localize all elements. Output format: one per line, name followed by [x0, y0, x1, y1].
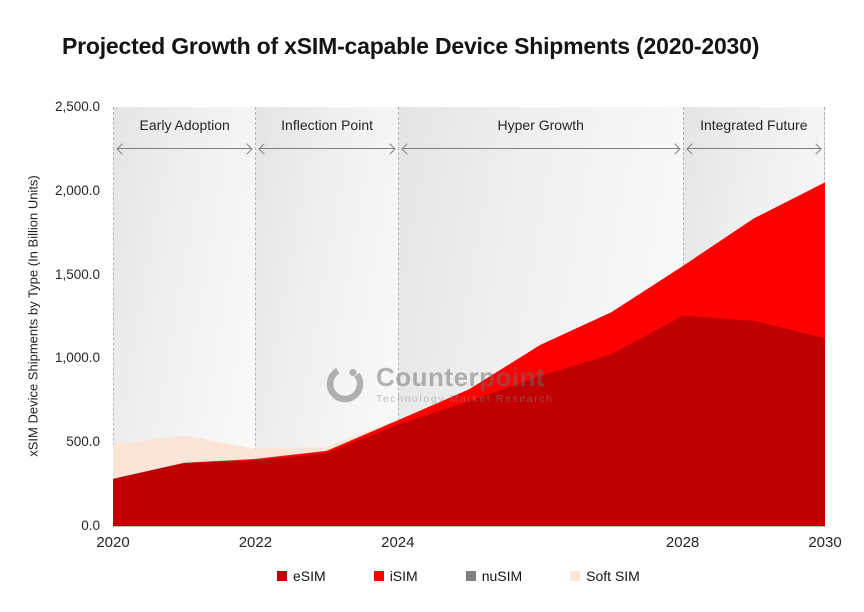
legend-label: eSIM: [293, 568, 326, 584]
legend-swatch: [570, 571, 581, 581]
plot-area: Early Adoption Inflection Point Hyper Grow…: [113, 107, 825, 527]
stacked-area-chart: [113, 182, 825, 526]
legend-item: Soft SIM: [570, 568, 640, 584]
legend-label: iSIM: [389, 568, 418, 584]
phase-range-arrow: [402, 148, 679, 149]
y-tick-label: 2,500.0: [54, 99, 100, 114]
phase-range-arrow: [687, 148, 820, 149]
phase-label: Hyper Growth: [497, 117, 584, 133]
phase-range-arrow: [260, 148, 394, 149]
page-title: Projected Growth of xSIM-capable Device …: [62, 33, 760, 59]
y-tick-label: 1,000.0: [54, 350, 100, 366]
y-tick-label: 1,500.0: [54, 266, 100, 282]
legend: eSIM iSIM nuSIM Soft SIM: [277, 568, 640, 584]
y-tick-label: 0.0: [81, 518, 100, 533]
x-tick-label: 2022: [238, 534, 273, 551]
phase-label: Inflection Point: [281, 117, 373, 133]
legend-item: iSIM: [373, 568, 418, 584]
x-tick-label: 2030: [808, 534, 842, 551]
y-tick-label: 500.0: [66, 434, 100, 450]
y-axis-title: xSIM Device Shipments by Type (In Billio…: [25, 175, 41, 457]
y-tick-label: 2,000.0: [54, 182, 100, 198]
legend-swatch: [465, 571, 476, 581]
legend-item: nuSIM: [465, 568, 523, 584]
legend-label: Soft SIM: [586, 568, 640, 584]
phase-label: Integrated Future: [700, 117, 808, 133]
x-tick-label: 2028: [665, 534, 700, 551]
legend-swatch: [277, 571, 287, 581]
legend-item: eSIM: [277, 568, 326, 584]
area-series-esim: [113, 315, 825, 526]
phase-label: Early Adoption: [139, 117, 230, 133]
x-tick-label: 2020: [96, 534, 130, 551]
legend-label: nuSIM: [481, 568, 523, 584]
phase-range-arrow: [118, 148, 252, 149]
legend-swatch: [373, 571, 384, 581]
x-tick-label: 2024: [381, 534, 415, 551]
